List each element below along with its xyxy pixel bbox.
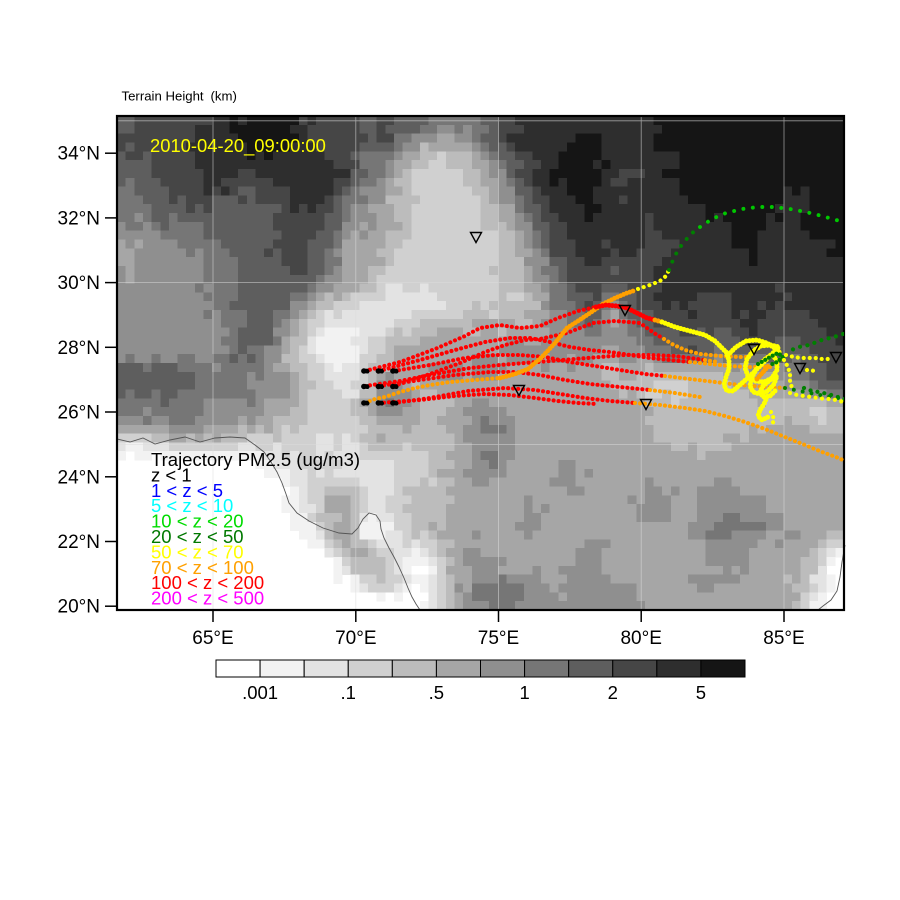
svg-text:30°N: 30°N [58, 273, 100, 294]
svg-text:50 < z < 70: 50 < z < 70 [151, 541, 244, 562]
svg-text:26°N: 26°N [58, 403, 100, 424]
svg-text:80°E: 80°E [620, 628, 661, 649]
svg-text:28°N: 28°N [58, 338, 100, 359]
svg-text:(km): (km) [211, 89, 237, 104]
svg-text:20°N: 20°N [58, 597, 100, 618]
svg-text:24°N: 24°N [58, 467, 100, 488]
svg-text:22°N: 22°N [58, 532, 100, 553]
svg-text:34°N: 34°N [58, 144, 100, 165]
svg-text:z < 1: z < 1 [151, 464, 192, 485]
svg-text:5: 5 [696, 682, 706, 703]
svg-text:1 < z < 5: 1 < z < 5 [151, 480, 223, 501]
svg-text:75°E: 75°E [478, 628, 519, 649]
svg-text:65°E: 65°E [192, 628, 233, 649]
svg-text:.5: .5 [429, 682, 444, 703]
svg-text:10 < z < 20: 10 < z < 20 [151, 511, 244, 532]
svg-text:1: 1 [519, 682, 529, 703]
svg-text:70°E: 70°E [335, 628, 376, 649]
svg-text:.1: .1 [340, 682, 355, 703]
svg-text:200 < z < 500: 200 < z < 500 [151, 588, 264, 609]
svg-text:85°E: 85°E [763, 628, 804, 649]
svg-text:.001: .001 [242, 682, 278, 703]
svg-text:Terrain Height: Terrain Height [122, 89, 204, 104]
svg-text:32°N: 32°N [58, 208, 100, 229]
svg-text:100 < z < 200: 100 < z < 200 [151, 572, 264, 593]
svg-text:Trajectory PM2.5 (ug/m3): Trajectory PM2.5 (ug/m3) [151, 449, 360, 470]
svg-text:5 < z < 10: 5 < z < 10 [151, 495, 233, 516]
svg-text:20 < z < 50: 20 < z < 50 [151, 526, 244, 547]
svg-text:2: 2 [608, 682, 618, 703]
svg-text:70 < z < 100: 70 < z < 100 [151, 557, 254, 578]
svg-text:2010-04-20_09:00:00: 2010-04-20_09:00:00 [150, 135, 326, 157]
